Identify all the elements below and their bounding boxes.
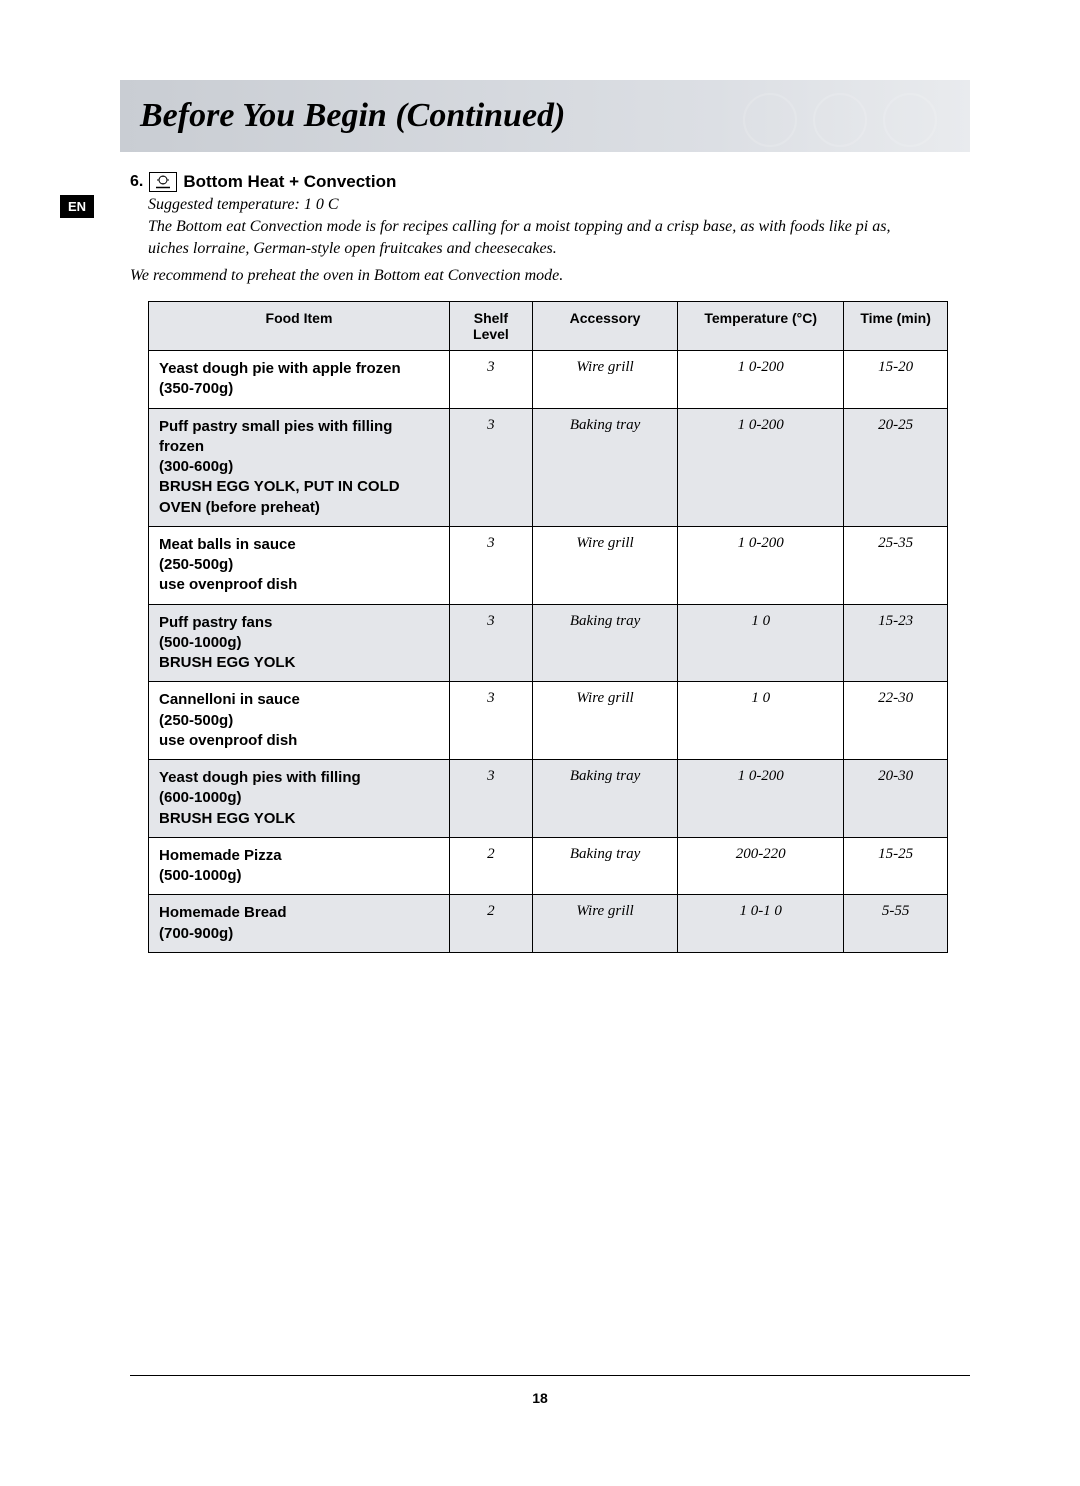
cell-shelf: 3: [449, 351, 532, 409]
cell-food: Meat balls in sauce(250-500g)use ovenpro…: [149, 526, 450, 604]
cell-shelf: 3: [449, 760, 532, 838]
cell-food: Yeast dough pie with apple frozen(350-70…: [149, 351, 450, 409]
cell-food: Homemade Pizza(500-1000g): [149, 837, 450, 895]
cell-temp: 1 0-200: [678, 351, 844, 409]
cell-shelf: 2: [449, 837, 532, 895]
table-row: Yeast dough pies with filling(600-1000g)…: [149, 760, 948, 838]
table-row: Puff pastry fans(500-1000g)BRUSH EGG YOL…: [149, 604, 948, 682]
mode-header: 6. Bottom Heat + Convection: [130, 172, 970, 192]
cell-shelf: 3: [449, 604, 532, 682]
cell-temp: 200-220: [678, 837, 844, 895]
cell-time: 25-35: [844, 526, 948, 604]
cell-time: 20-25: [844, 408, 948, 526]
table-row: Meat balls in sauce(250-500g)use ovenpro…: [149, 526, 948, 604]
cell-shelf: 3: [449, 526, 532, 604]
cell-time: 20-30: [844, 760, 948, 838]
table-row: Homemade Pizza(500-1000g)2Baking tray200…: [149, 837, 948, 895]
cell-accessory: Wire grill: [532, 526, 677, 604]
page-header-band: Before You Begin (Continued): [120, 80, 970, 152]
decorative-swirls: [740, 90, 960, 155]
th-shelf: Shelf Level: [449, 302, 532, 351]
mode-number: 6.: [130, 173, 143, 191]
cell-accessory: Baking tray: [532, 604, 677, 682]
page-title: Before You Begin (Continued): [140, 97, 565, 135]
cell-food: Puff pastry fans(500-1000g)BRUSH EGG YOL…: [149, 604, 450, 682]
cell-temp: 1 0-200: [678, 760, 844, 838]
cell-temp: 1 0: [678, 682, 844, 760]
cell-accessory: Wire grill: [532, 682, 677, 760]
cooking-table: Food Item Shelf Level Accessory Temperat…: [148, 301, 948, 953]
cell-accessory: Baking tray: [532, 837, 677, 895]
cell-food: Homemade Bread(700-900g): [149, 895, 450, 953]
page-number: 18: [532, 1390, 548, 1406]
cell-time: 22-30: [844, 682, 948, 760]
cell-temp: 1 0-200: [678, 408, 844, 526]
table-row: Puff pastry small pies with filling froz…: [149, 408, 948, 526]
mode-name: Bottom Heat + Convection: [183, 172, 396, 192]
preheat-note: We recommend to preheat the oven in Bott…: [130, 267, 970, 285]
cell-time: 5-55: [844, 895, 948, 953]
cell-accessory: Wire grill: [532, 351, 677, 409]
cell-temp: 1 0: [678, 604, 844, 682]
cell-time: 15-25: [844, 837, 948, 895]
bottom-heat-convection-icon: [149, 172, 177, 192]
cell-accessory: Wire grill: [532, 895, 677, 953]
cell-food: Cannelloni in sauce(250-500g)use ovenpro…: [149, 682, 450, 760]
table-row: Cannelloni in sauce(250-500g)use ovenpro…: [149, 682, 948, 760]
cell-temp: 1 0-1 0: [678, 895, 844, 953]
th-accessory: Accessory: [532, 302, 677, 351]
mode-description: The Bottom eat Convection mode is for re…: [148, 216, 928, 259]
cell-temp: 1 0-200: [678, 526, 844, 604]
cell-food: Puff pastry small pies with filling froz…: [149, 408, 450, 526]
th-temperature: Temperature (°C): [678, 302, 844, 351]
suggested-temperature: Suggested temperature: 1 0 C: [148, 196, 970, 214]
th-time: Time (min): [844, 302, 948, 351]
table-row: Homemade Bread(700-900g)2Wire grill1 0-1…: [149, 895, 948, 953]
cell-accessory: Baking tray: [532, 408, 677, 526]
language-tab: EN: [60, 195, 94, 218]
cell-food: Yeast dough pies with filling(600-1000g)…: [149, 760, 450, 838]
cell-shelf: 2: [449, 895, 532, 953]
cell-time: 15-23: [844, 604, 948, 682]
th-food: Food Item: [149, 302, 450, 351]
cell-accessory: Baking tray: [532, 760, 677, 838]
cell-shelf: 3: [449, 408, 532, 526]
table-row: Yeast dough pie with apple frozen(350-70…: [149, 351, 948, 409]
cell-shelf: 3: [449, 682, 532, 760]
cell-time: 15-20: [844, 351, 948, 409]
footer-rule: [130, 1375, 970, 1376]
